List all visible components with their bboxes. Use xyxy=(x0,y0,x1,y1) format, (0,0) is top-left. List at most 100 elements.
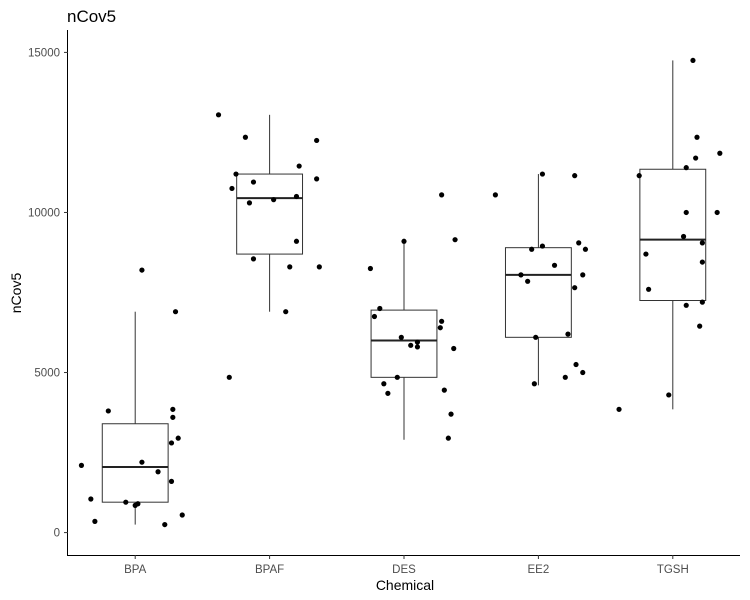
data-point-bpaf xyxy=(294,194,299,199)
data-point-des xyxy=(395,375,400,380)
data-point-bpa xyxy=(92,519,97,524)
data-point-ee2 xyxy=(533,335,538,340)
data-point-des xyxy=(442,388,447,393)
data-point-des xyxy=(381,381,386,386)
data-point-des xyxy=(368,266,373,271)
data-point-des xyxy=(438,325,443,330)
data-point-ee2 xyxy=(518,272,523,277)
x-tick-label: EE2 xyxy=(528,564,550,576)
data-point-des xyxy=(446,436,451,441)
data-point-bpaf xyxy=(229,186,234,191)
data-point-tgsh xyxy=(694,135,699,140)
plot-marks xyxy=(79,58,723,527)
data-point-tgsh xyxy=(637,173,642,178)
data-point-bpa xyxy=(176,436,181,441)
data-point-ee2 xyxy=(493,192,498,197)
data-point-tgsh xyxy=(700,300,705,305)
data-point-bpa xyxy=(139,267,144,272)
data-point-bpa xyxy=(162,522,167,527)
data-point-ee2 xyxy=(540,171,545,176)
data-point-ee2 xyxy=(565,332,570,337)
x-tick-label: BPA xyxy=(124,564,146,576)
data-point-bpa xyxy=(169,479,174,484)
y-axis-ticks: 0 5000 10000 15000 xyxy=(28,47,68,539)
data-point-tgsh xyxy=(666,392,671,397)
data-point-bpaf xyxy=(297,163,302,168)
data-point-ee2 xyxy=(583,247,588,252)
data-point-ee2 xyxy=(563,375,568,380)
data-point-des xyxy=(372,314,377,319)
data-point-bpa xyxy=(173,309,178,314)
data-point-des xyxy=(439,319,444,324)
data-point-tgsh xyxy=(616,407,621,412)
data-point-tgsh xyxy=(690,58,695,63)
data-point-ee2 xyxy=(529,247,534,252)
data-point-ee2 xyxy=(580,272,585,277)
data-point-tgsh xyxy=(643,251,648,256)
data-point-bpaf xyxy=(271,197,276,202)
data-point-ee2 xyxy=(552,263,557,268)
data-point-bpaf xyxy=(216,112,221,117)
y-tick-label: 5000 xyxy=(34,368,60,380)
data-point-ee2 xyxy=(525,279,530,284)
y-tick-label: 0 xyxy=(54,528,60,540)
x-tick-label: TGSH xyxy=(657,564,689,576)
box-des xyxy=(371,310,437,377)
x-tick-label: BPAF xyxy=(255,564,284,576)
y-tick-label: 15000 xyxy=(28,47,60,59)
data-point-des xyxy=(415,344,420,349)
data-point-bpaf xyxy=(233,171,238,176)
chart-title: nCov5 xyxy=(67,7,116,26)
data-point-bpa xyxy=(88,496,93,501)
x-tick-label: DES xyxy=(392,564,416,576)
data-point-tgsh xyxy=(646,287,651,292)
x-axis-ticks: BPA BPAF DES EE2 TGSH xyxy=(124,555,689,576)
data-point-bpaf xyxy=(247,200,252,205)
data-point-tgsh xyxy=(700,259,705,264)
data-point-bpa xyxy=(123,500,128,505)
data-point-bpa xyxy=(169,440,174,445)
data-point-bpa xyxy=(170,415,175,420)
y-axis-label: nCov5 xyxy=(8,273,24,314)
data-point-des xyxy=(377,306,382,311)
data-point-des xyxy=(452,237,457,242)
data-point-tgsh xyxy=(697,324,702,329)
data-point-des xyxy=(385,391,390,396)
data-point-bpa xyxy=(133,503,138,508)
data-point-tgsh xyxy=(684,210,689,215)
data-point-des xyxy=(399,335,404,340)
data-point-bpa xyxy=(170,407,175,412)
data-point-bpaf xyxy=(317,264,322,269)
data-point-des xyxy=(415,340,420,345)
data-point-bpaf xyxy=(294,239,299,244)
data-point-tgsh xyxy=(700,240,705,245)
data-point-bpaf xyxy=(314,138,319,143)
box-bpa xyxy=(102,424,168,502)
x-axis-label: Chemical xyxy=(376,577,434,593)
data-point-des xyxy=(451,346,456,351)
data-point-des xyxy=(408,343,413,348)
data-point-tgsh xyxy=(717,151,722,156)
data-point-bpaf xyxy=(243,135,248,140)
data-point-ee2 xyxy=(540,243,545,248)
data-point-bpa xyxy=(155,469,160,474)
data-point-bpa xyxy=(139,460,144,465)
data-point-ee2 xyxy=(572,173,577,178)
data-point-bpa xyxy=(79,463,84,468)
data-point-bpaf xyxy=(251,179,256,184)
data-point-ee2 xyxy=(532,381,537,386)
box-bpaf xyxy=(237,174,303,254)
data-point-ee2 xyxy=(580,370,585,375)
data-point-ee2 xyxy=(572,285,577,290)
data-point-bpa xyxy=(180,512,185,517)
data-point-des xyxy=(439,192,444,197)
data-point-bpaf xyxy=(227,375,232,380)
data-point-des xyxy=(401,239,406,244)
box-tgsh xyxy=(640,169,706,300)
data-point-tgsh xyxy=(684,303,689,308)
data-point-tgsh xyxy=(681,234,686,239)
data-point-bpaf xyxy=(251,256,256,261)
data-point-ee2 xyxy=(576,240,581,245)
data-point-bpaf xyxy=(314,176,319,181)
